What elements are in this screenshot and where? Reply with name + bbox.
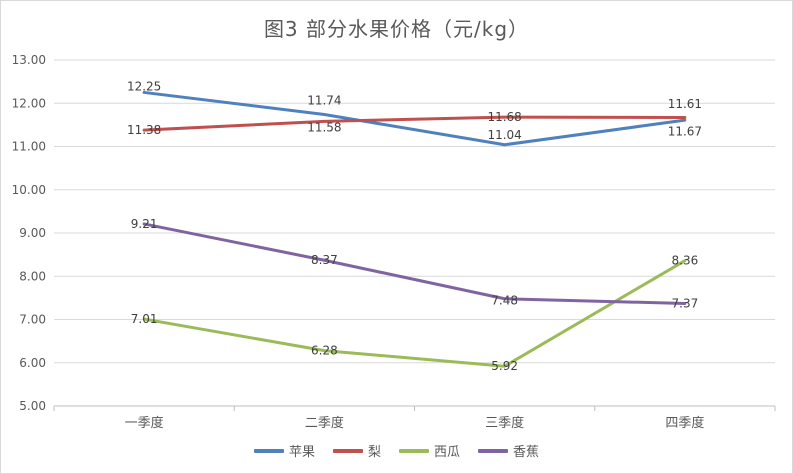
data-label: 11.38 — [127, 123, 161, 137]
legend-label: 梨 — [367, 445, 381, 460]
data-label: 11.58 — [307, 120, 341, 134]
series-line — [142, 90, 687, 147]
chart-legend: 苹果 梨 西瓜 香蕉 — [1, 441, 792, 460]
x-category-label: 四季度 — [665, 415, 704, 431]
data-label: 9.21 — [131, 217, 158, 231]
legend-label: 苹果 — [288, 445, 315, 460]
legend-item: 苹果 — [253, 441, 315, 460]
y-tick-label: 10.00 — [12, 183, 46, 197]
series-line — [142, 259, 687, 368]
data-label: 6.28 — [311, 344, 338, 358]
data-label: 11.68 — [487, 110, 521, 124]
legend-swatch — [399, 448, 429, 453]
data-label: 8.36 — [672, 254, 699, 268]
data-label: 7.01 — [131, 312, 158, 326]
series-line — [142, 222, 687, 305]
data-label: 11.61 — [668, 97, 702, 111]
legend-item: 西瓜 — [399, 441, 460, 460]
legend-swatch — [253, 448, 284, 453]
legend-label: 香蕉 — [513, 445, 540, 460]
legend-label: 西瓜 — [434, 445, 461, 460]
y-tick-label: 8.00 — [19, 269, 46, 283]
data-label: 8.37 — [311, 253, 338, 267]
y-tick-label: 7.00 — [19, 313, 46, 327]
chart-title: 图3 部分水果价格（元/kg） — [263, 17, 530, 41]
legend-swatch — [332, 448, 363, 453]
legend-item: 香蕉 — [478, 441, 539, 460]
y-tick-label: 12.00 — [12, 96, 46, 110]
data-label: 11.04 — [487, 128, 521, 142]
x-category-label: 二季度 — [305, 415, 344, 431]
data-label: 7.37 — [672, 296, 699, 310]
series-line — [142, 115, 687, 132]
y-tick-label: 9.00 — [19, 226, 46, 240]
y-tick-label: 5.00 — [19, 399, 46, 413]
data-label: 7.48 — [491, 294, 518, 308]
data-label: 11.67 — [668, 125, 702, 139]
data-label: 5.92 — [491, 359, 518, 373]
data-label: 11.74 — [307, 93, 341, 107]
legend-item: 梨 — [332, 441, 381, 460]
legend-swatch — [478, 448, 509, 453]
x-category-label: 一季度 — [125, 415, 164, 431]
y-tick-label: 11.00 — [12, 140, 46, 154]
data-label: 12.25 — [127, 79, 161, 93]
y-tick-label: 13.00 — [12, 53, 46, 67]
y-tick-label: 6.00 — [19, 356, 46, 370]
x-category-label: 三季度 — [485, 415, 524, 431]
